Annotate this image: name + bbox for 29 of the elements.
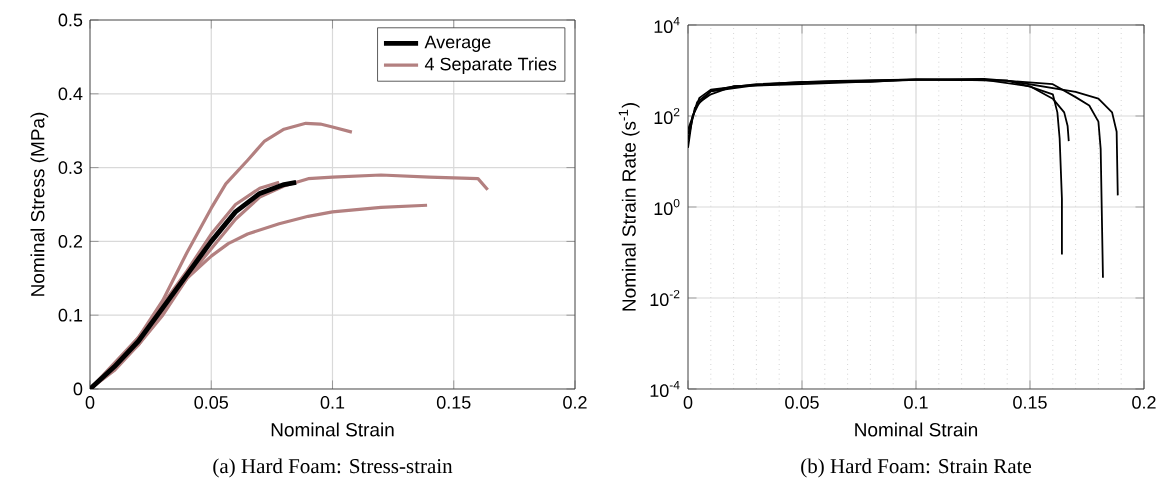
y-axis-title: Nominal Strain Rate (s$^{-1}$) bbox=[618, 103, 640, 311]
x-tick-label: 0.05 bbox=[785, 396, 819, 409]
y-tick-label: 0.3 bbox=[58, 161, 83, 174]
y-tick-label: 0.5 bbox=[58, 13, 83, 27]
y-tick-label: 10$^{0}$ bbox=[654, 198, 680, 216]
x-tick-label: 0.15 bbox=[1013, 396, 1047, 409]
x-tick-label: 0.05 bbox=[194, 396, 229, 409]
x-tick-label: 0.15 bbox=[436, 396, 471, 409]
y-tick-label: 10$^{2}$ bbox=[654, 107, 680, 125]
x-axis-title: Nominal Strain bbox=[271, 422, 394, 437]
x-tick-label: 0 bbox=[85, 396, 95, 409]
x-tick-label: 0.1 bbox=[904, 396, 928, 409]
x-tick-label: 0.2 bbox=[1132, 396, 1156, 409]
y-tick-label: 0 bbox=[73, 382, 83, 396]
y-tick-label: 10$^{-2}$ bbox=[650, 289, 680, 307]
legend-label: 4 Separate Tries bbox=[424, 57, 557, 74]
text: (a) Hard Foam: Stress-strain bbox=[213, 458, 453, 478]
legend-label: Average bbox=[424, 35, 491, 52]
y-tick-label: 0.4 bbox=[58, 87, 83, 101]
x-tick-label: 0 bbox=[683, 396, 693, 409]
text: (b) Hard Foam: Strain Rate bbox=[801, 458, 1032, 478]
y-tick-label: 0.1 bbox=[58, 308, 83, 322]
x-tick-label: 0.1 bbox=[320, 396, 345, 409]
y-tick-label: 10$^{-4}$ bbox=[650, 380, 680, 398]
y-tick-label: 10$^{4}$ bbox=[654, 16, 680, 34]
y-axis-title: Nominal Stress (MPa) bbox=[30, 112, 49, 296]
x-axis-title: Nominal Strain bbox=[855, 422, 978, 437]
x-tick-label: 0.2 bbox=[563, 396, 587, 409]
y-tick-label: 0.2 bbox=[58, 235, 83, 248]
